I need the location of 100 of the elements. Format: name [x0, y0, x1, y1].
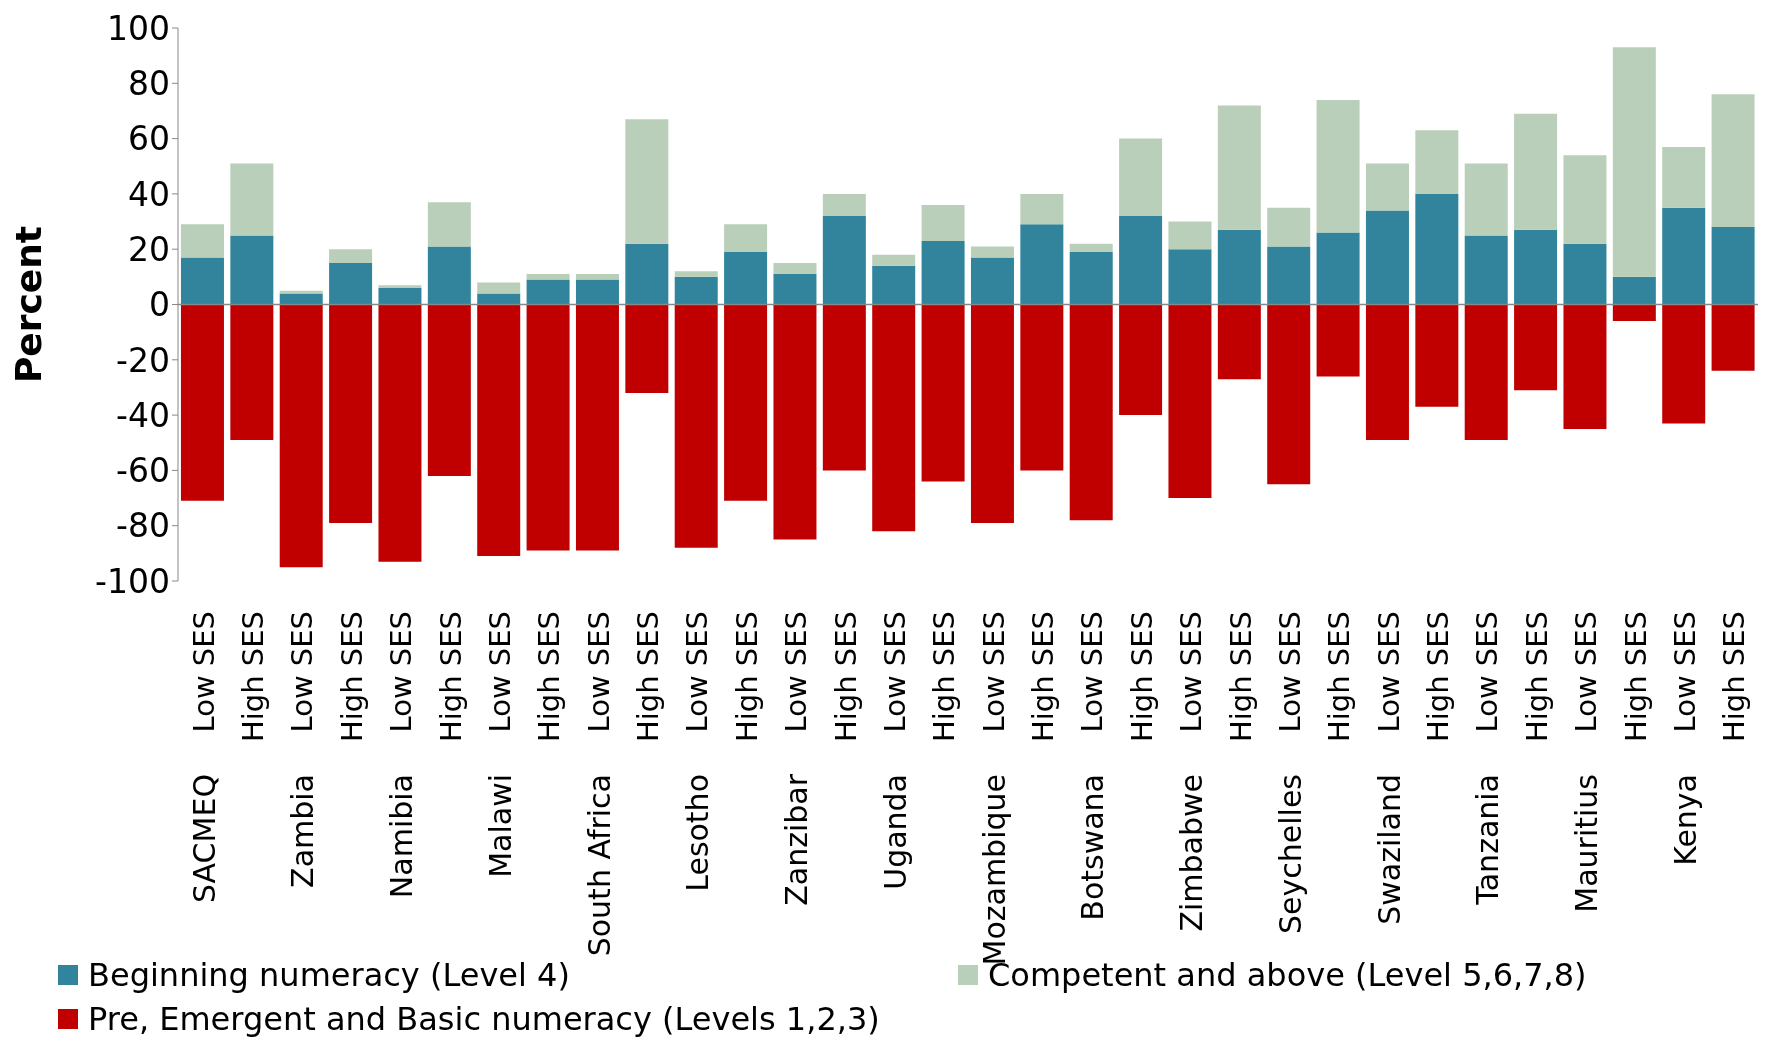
- bar: [1217, 229, 1261, 305]
- bar: [625, 304, 669, 393]
- bar: [1267, 207, 1311, 247]
- bar: [1316, 99, 1360, 233]
- x-tick-label: High SES: [927, 611, 962, 743]
- bar: [970, 257, 1014, 305]
- y-tick-label: -80: [116, 506, 170, 546]
- bar: [526, 274, 570, 280]
- bar: [822, 216, 866, 305]
- bar: [1217, 105, 1261, 230]
- bar: [1464, 163, 1508, 236]
- x-tick-label: Low SES: [482, 611, 517, 733]
- bar: [378, 285, 422, 288]
- bar: [1514, 113, 1558, 230]
- bar: [427, 202, 471, 247]
- x-tick-label: High SES: [828, 611, 863, 743]
- bar: [1612, 276, 1656, 305]
- bar: [1563, 304, 1607, 429]
- bar: [1316, 304, 1360, 377]
- bar: [1662, 207, 1706, 305]
- bar: [970, 246, 1014, 258]
- text: Seychelles: [1272, 774, 1308, 934]
- bar: [1612, 47, 1656, 277]
- bar: [1168, 304, 1212, 499]
- x-tick-label: High SES: [729, 611, 764, 743]
- text: Tanzania: [1470, 774, 1506, 906]
- bar: [1119, 138, 1163, 217]
- y-tick-label: -40: [116, 395, 170, 435]
- bar: [921, 304, 965, 482]
- y-tick-label: 20: [128, 229, 170, 269]
- bar: [180, 257, 224, 305]
- y-tick-label: 0: [149, 285, 170, 325]
- y-tick-label: -100: [95, 561, 170, 601]
- x-tick-label: High SES: [1026, 611, 1061, 743]
- bar: [724, 251, 768, 305]
- x-tick-label: Low SES: [186, 611, 221, 733]
- bar: [970, 304, 1014, 523]
- bar: [279, 293, 323, 305]
- bar: [180, 224, 224, 258]
- text: Malawi: [482, 774, 518, 878]
- x-tick-label: Low SES: [1371, 611, 1406, 733]
- bar: [279, 304, 323, 568]
- x-tick-label: Low SES: [384, 611, 419, 733]
- bar: [674, 304, 718, 548]
- bar: [1563, 243, 1607, 305]
- bar: [427, 304, 471, 476]
- bar: [378, 304, 422, 562]
- bar: [1662, 304, 1706, 424]
- bar: [921, 240, 965, 305]
- bar: [872, 265, 916, 305]
- y-tick-label: 60: [128, 119, 170, 159]
- x-tick-label: High SES: [1223, 611, 1258, 743]
- bar: [1119, 304, 1163, 416]
- bar: [427, 246, 471, 305]
- text: Mauritius: [1569, 774, 1605, 913]
- bar: [1069, 243, 1113, 252]
- bar: [1168, 249, 1212, 305]
- x-tick-label: Low SES: [779, 611, 814, 733]
- x-tick-label: High SES: [1717, 611, 1752, 743]
- y-tick-label: -60: [116, 451, 170, 491]
- bar: [230, 235, 274, 305]
- bar: [1020, 304, 1064, 471]
- bar: [1415, 304, 1459, 407]
- bar: [773, 274, 817, 305]
- bar: [1415, 193, 1459, 305]
- bar: [773, 263, 817, 275]
- bar: [1365, 163, 1409, 211]
- x-tick-label: High SES: [1322, 611, 1357, 743]
- y-axis-title: Percent: [7, 225, 49, 384]
- bar: [1464, 235, 1508, 305]
- bar: [1365, 210, 1409, 305]
- bar: [1217, 304, 1261, 380]
- bar: [477, 282, 521, 294]
- bar: [1514, 304, 1558, 391]
- x-tick-label: High SES: [1618, 611, 1653, 743]
- x-tick-label: High SES: [236, 611, 271, 743]
- bar: [230, 304, 274, 440]
- legend-label: Beginning numeracy (Level 4): [88, 956, 570, 994]
- x-tick-label: Low SES: [1667, 611, 1702, 733]
- text: Swaziland: [1371, 774, 1407, 925]
- y-tick-label: 80: [128, 64, 170, 104]
- bar: [575, 274, 619, 280]
- text: Zanzibar: [779, 773, 815, 906]
- bar: [1069, 304, 1113, 521]
- bar: [872, 304, 916, 532]
- x-tick-label: Low SES: [285, 611, 320, 733]
- x-tick-label: High SES: [631, 611, 666, 743]
- x-tick-label: Low SES: [976, 611, 1011, 733]
- bar: [1612, 304, 1656, 322]
- bar: [724, 224, 768, 252]
- x-tick-label: High SES: [1124, 611, 1159, 743]
- bar: [625, 243, 669, 305]
- text: Uganda: [877, 774, 913, 890]
- bar: [724, 304, 768, 501]
- bar: [1365, 304, 1409, 440]
- text: SACMEQ: [186, 774, 222, 903]
- bar: [1267, 246, 1311, 305]
- bar: [1020, 193, 1064, 225]
- bar: [1514, 229, 1558, 305]
- bar: [1020, 224, 1064, 305]
